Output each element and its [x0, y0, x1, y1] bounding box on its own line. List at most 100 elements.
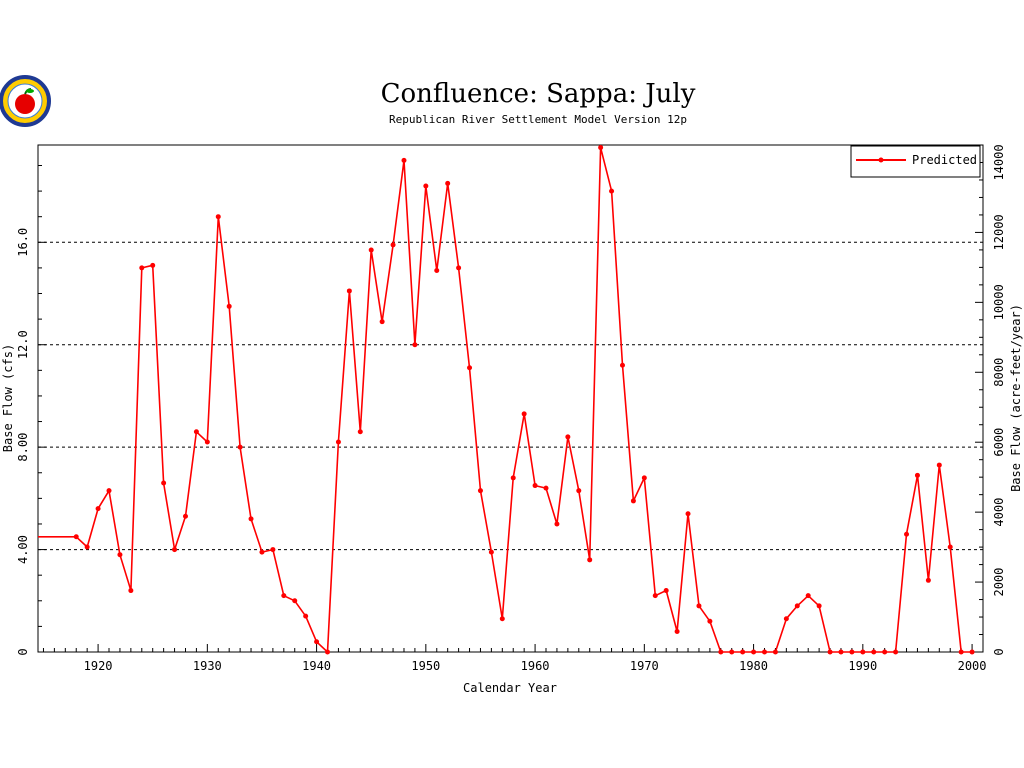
data-point	[150, 262, 156, 268]
data-point	[84, 544, 90, 550]
data-point	[838, 649, 844, 655]
data-point	[794, 603, 800, 609]
data-point	[587, 557, 593, 563]
data-point	[182, 513, 188, 519]
y2-tick-label: 8000	[992, 358, 1006, 387]
data-point	[95, 506, 101, 512]
data-point	[740, 649, 746, 655]
series-predicted	[38, 145, 975, 655]
data-point	[849, 649, 855, 655]
data-point	[554, 521, 560, 527]
series-line	[38, 146, 973, 653]
plot-area	[37, 144, 984, 653]
y2-tick-label: 2000	[992, 568, 1006, 597]
x-tick-label: 1970	[630, 659, 659, 673]
data-point	[434, 267, 440, 273]
data-point	[652, 593, 658, 599]
logo	[0, 75, 51, 127]
data-point	[270, 547, 276, 553]
data-point	[467, 365, 473, 371]
data-point	[73, 534, 79, 540]
x-tick-label: 1920	[84, 659, 113, 673]
data-point	[521, 411, 527, 417]
data-point	[456, 265, 462, 271]
data-point	[335, 439, 341, 445]
data-point	[641, 475, 647, 481]
data-point	[565, 434, 571, 440]
data-point	[259, 549, 265, 555]
y-axis-left: 0 4.00 8.00 12.0 16.0	[16, 164, 46, 656]
data-point	[816, 603, 822, 609]
data-point	[969, 649, 975, 655]
data-point	[314, 639, 320, 645]
chart-title: Confluence: Sappa: July	[381, 79, 696, 109]
y2-tick-label: 14000	[992, 144, 1006, 180]
y-tick-label: 12.0	[16, 330, 30, 359]
data-point	[718, 649, 724, 655]
data-point	[303, 613, 309, 619]
data-point	[783, 616, 789, 622]
data-point	[346, 288, 352, 294]
data-point	[904, 531, 910, 537]
data-point	[215, 214, 221, 220]
data-point	[685, 511, 691, 517]
y-tick-label: 0	[16, 648, 30, 655]
data-point	[368, 247, 374, 253]
data-point	[204, 439, 210, 445]
x-tick-label: 1950	[411, 659, 440, 673]
data-point	[751, 649, 757, 655]
data-point	[445, 180, 451, 186]
y2-tick-label: 0	[992, 648, 1006, 655]
x-tick-label: 1980	[739, 659, 768, 673]
data-point	[762, 649, 768, 655]
data-point	[893, 649, 899, 655]
data-point	[237, 444, 243, 450]
data-point	[663, 588, 669, 594]
data-point	[477, 488, 483, 494]
data-point	[488, 549, 494, 555]
y-tick-label: 4.00	[16, 535, 30, 564]
data-point	[357, 429, 363, 435]
data-point	[128, 588, 134, 594]
data-point	[248, 516, 254, 522]
legend-box	[850, 145, 981, 178]
y-tick-label: 16.0	[16, 228, 30, 257]
legend-label: Predicted	[912, 153, 977, 167]
y2-tick-label: 12000	[992, 214, 1006, 250]
data-point	[925, 577, 931, 583]
chart-subtitle: Republican River Settlement Model Versio…	[389, 113, 687, 126]
data-point	[106, 488, 112, 494]
data-point	[226, 303, 232, 309]
data-point	[805, 593, 811, 599]
data-point	[914, 472, 920, 478]
data-point	[947, 544, 953, 550]
data-point	[696, 603, 702, 609]
data-point	[882, 649, 888, 655]
data-point	[401, 157, 407, 163]
grid	[38, 241, 983, 551]
legend: Predicted	[850, 145, 981, 178]
data-point	[325, 649, 331, 655]
data-point	[117, 552, 123, 558]
data-point	[423, 183, 429, 189]
data-point	[860, 649, 866, 655]
data-point	[598, 145, 604, 151]
data-point	[609, 188, 615, 194]
data-point	[193, 429, 199, 435]
data-point	[379, 319, 385, 325]
y-axis-right: 0 2000 4000 6000 8000 10000 12000 14000	[975, 144, 1006, 656]
data-point	[630, 498, 636, 504]
data-point	[729, 649, 735, 655]
data-point	[772, 649, 778, 655]
x-tick-label: 1940	[302, 659, 331, 673]
data-point	[292, 598, 298, 604]
data-point	[543, 485, 549, 491]
y2-tick-label: 6000	[992, 428, 1006, 457]
y2-tick-label: 10000	[992, 284, 1006, 320]
data-point	[499, 616, 505, 622]
x-axis-label: Calendar Year	[463, 681, 557, 695]
y-tick-label: 8.00	[16, 433, 30, 462]
x-tick-label: 1960	[521, 659, 550, 673]
y2-axis-label: Base Flow (acre-feet/year)	[1009, 304, 1023, 492]
